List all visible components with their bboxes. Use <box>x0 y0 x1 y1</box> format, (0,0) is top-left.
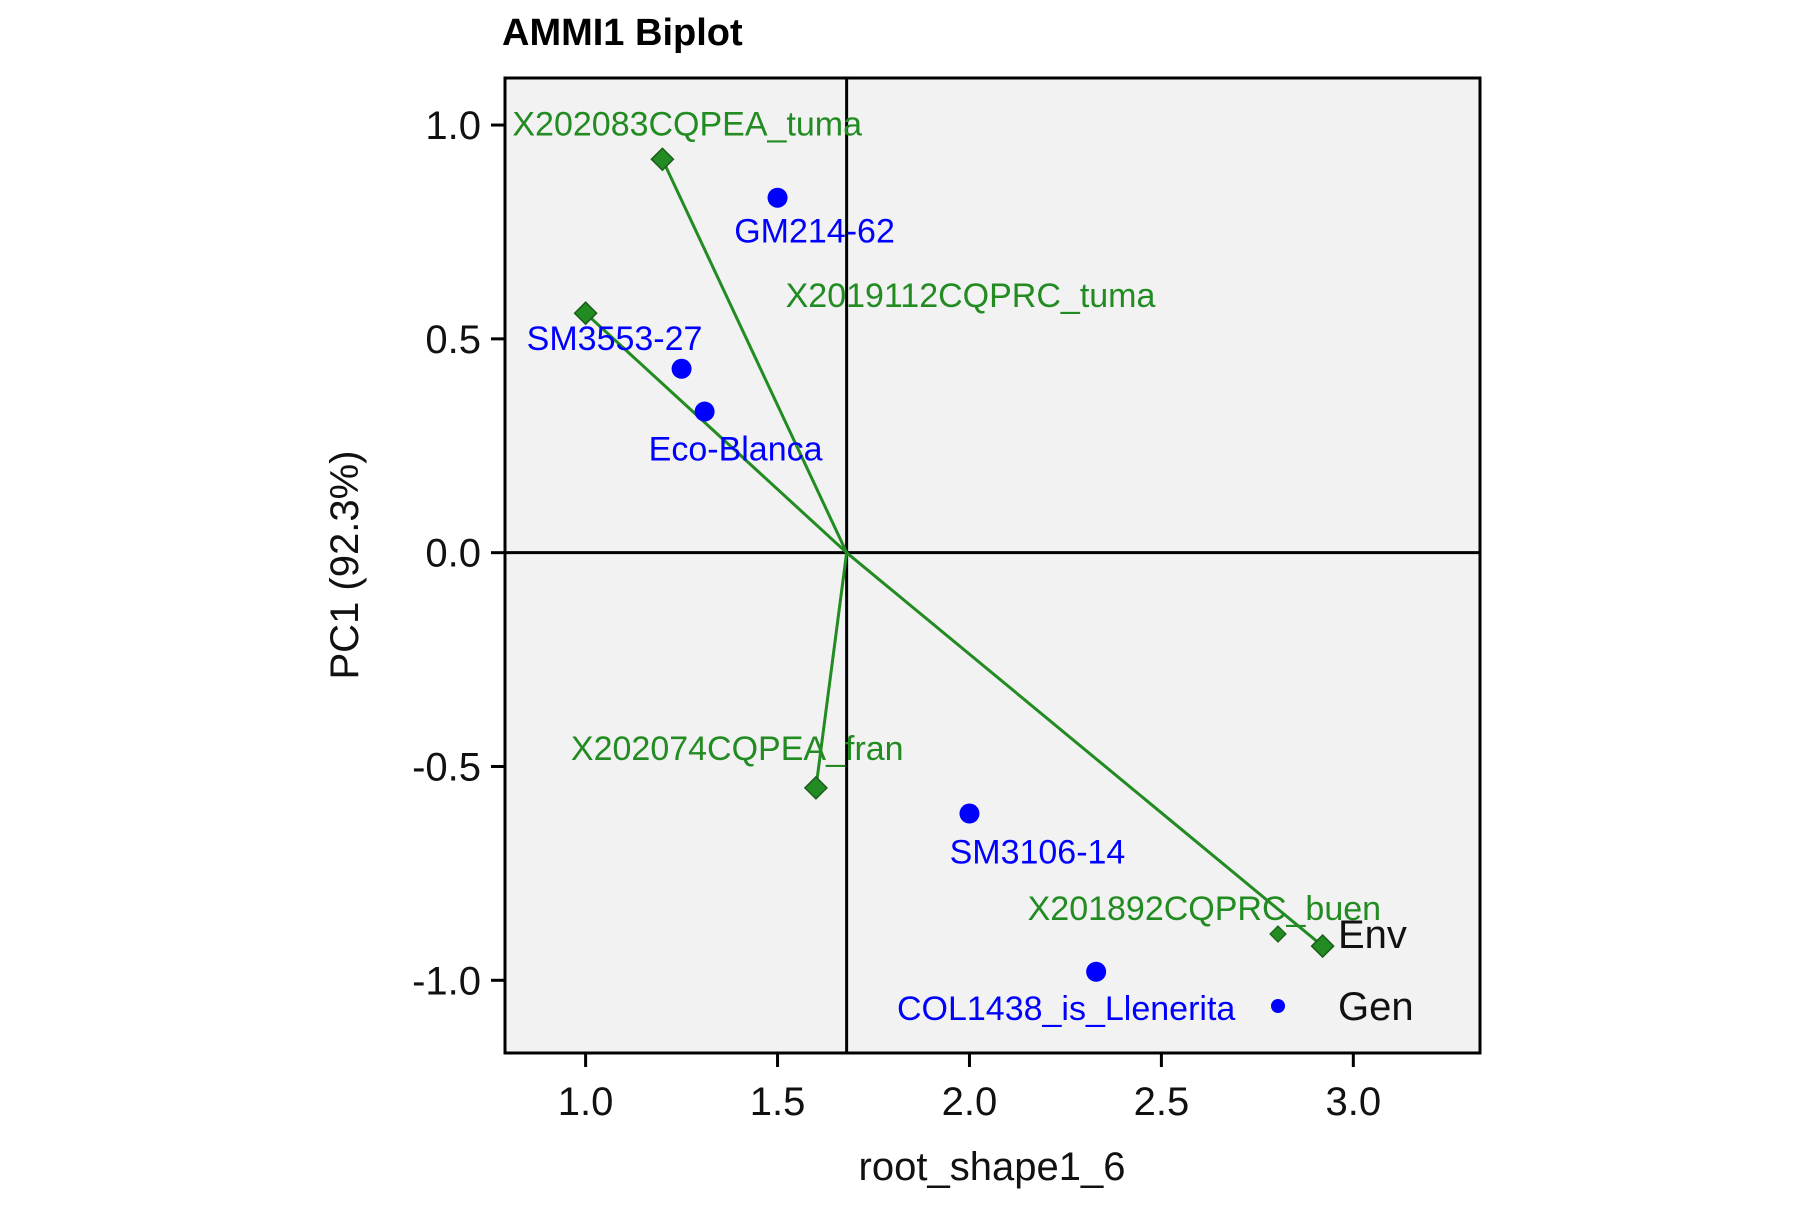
chart-title: AMMI1 Biplot <box>502 12 743 54</box>
env-vector-x202083cqpea-tuma <box>661 158 848 554</box>
point-labels: X202083CQPEA_tuma X2019112CQPRC_tuma X2020… <box>512 105 1381 1028</box>
point-label-sm3106-14: SM3106-14 <box>950 834 1126 872</box>
env-point-x202074cqpea-fran <box>803 775 828 800</box>
y-tick-label: 1.0 <box>425 104 481 148</box>
gen-point-gm214-62 <box>767 187 788 208</box>
x-axis-label: root_shape1_6 <box>859 1145 1126 1189</box>
x-axis: 1.0 1.5 2.0 2.5 3.0 <box>558 1053 1381 1124</box>
legend: Env Gen <box>1269 913 1414 1029</box>
point-label-x202074cqpea-fran: X202074CQPEA_fran <box>571 730 904 768</box>
point-label-x2019112cqprc-tuma: X2019112CQPRC_tuma <box>786 277 1156 315</box>
env-vector-x2019112cqprc-tuma <box>584 312 848 554</box>
gen-point-sm3553-27 <box>671 358 692 379</box>
point-label-x201892cqprc-buen: X201892CQPRC_buen <box>1028 890 1381 928</box>
y-tick-label: -1.0 <box>412 959 481 1003</box>
x-tick-label: 2.5 <box>1134 1080 1190 1124</box>
y-tick-label: -0.5 <box>412 745 481 789</box>
point-label-eco-blanca: Eco-Blanca <box>649 431 823 469</box>
point-label-col1438-is-llenerita: COL1438_is_Llenerita <box>897 990 1235 1028</box>
legend-symbol-gen <box>1271 999 1285 1013</box>
legend-symbol-env <box>1269 925 1287 943</box>
x-tick-label: 1.5 <box>750 1080 806 1124</box>
env-point-x201892cqprc-buen <box>1310 934 1335 959</box>
environment-vectors <box>584 158 1324 948</box>
env-vector-x202074cqpea-fran <box>814 552 849 789</box>
plot-panel <box>505 78 1480 1053</box>
reference-lines <box>505 78 1480 1053</box>
y-tick-label: 0.0 <box>425 532 481 576</box>
env-point-x2019112cqprc-tuma <box>573 301 598 326</box>
plot-frame <box>503 76 1482 1055</box>
x-tick-label: 1.0 <box>558 1080 614 1124</box>
point-label-sm3553-27: SM3553-27 <box>527 320 703 358</box>
env-point-x202083cqpea-tuma <box>650 147 675 172</box>
gen-point-col1438-is-llenerita <box>1086 961 1107 982</box>
x-tick-label: 3.0 <box>1326 1080 1382 1124</box>
env-vector-x201892cqprc-buen <box>845 551 1324 948</box>
y-axis: 1.0 0.5 0.0 -0.5 -1.0 <box>412 104 505 1003</box>
gen-point-eco-blanca <box>694 401 715 422</box>
point-label-gm214-62: GM214-62 <box>734 213 895 251</box>
point-label-x202083cqpea-tuma: X202083CQPEA_tuma <box>512 105 862 143</box>
y-tick-label: 0.5 <box>425 318 481 362</box>
x-tick-label: 2.0 <box>942 1080 998 1124</box>
y-axis-label: PC1 (92.3%) <box>323 451 367 680</box>
gen-point-sm3106-14 <box>959 803 980 824</box>
legend-label-gen: Gen <box>1338 985 1414 1029</box>
data-points <box>573 147 1335 982</box>
legend-label-env: Env <box>1338 913 1407 957</box>
